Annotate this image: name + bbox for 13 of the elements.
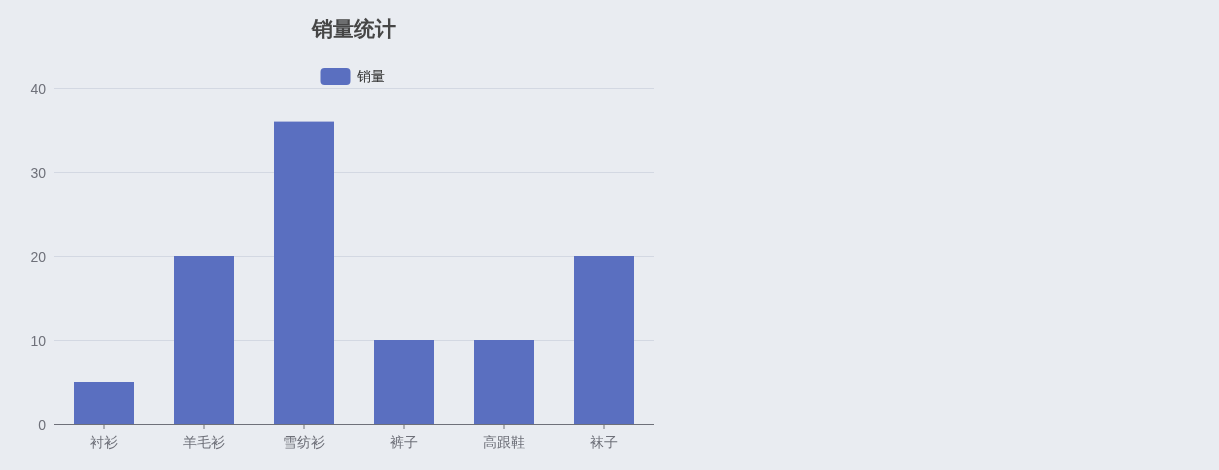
y-tick-label: 10	[30, 332, 46, 349]
y-tick-label: 30	[30, 164, 46, 181]
x-tick-label: 高跟鞋	[483, 434, 525, 450]
x-tick-label: 雪纺衫	[283, 434, 325, 450]
y-tick-label: 0	[38, 416, 46, 433]
x-tick-label: 裤子	[390, 434, 418, 450]
y-tick-label: 20	[30, 248, 46, 265]
x-tick-label: 袜子	[590, 434, 618, 450]
legend-label: 销量	[356, 68, 385, 84]
x-tick-label: 羊毛衫	[183, 434, 225, 450]
title: 销量统计	[312, 16, 396, 40]
x-tick-label: 衬衫	[90, 434, 118, 450]
y-tick-label: 40	[30, 80, 46, 97]
